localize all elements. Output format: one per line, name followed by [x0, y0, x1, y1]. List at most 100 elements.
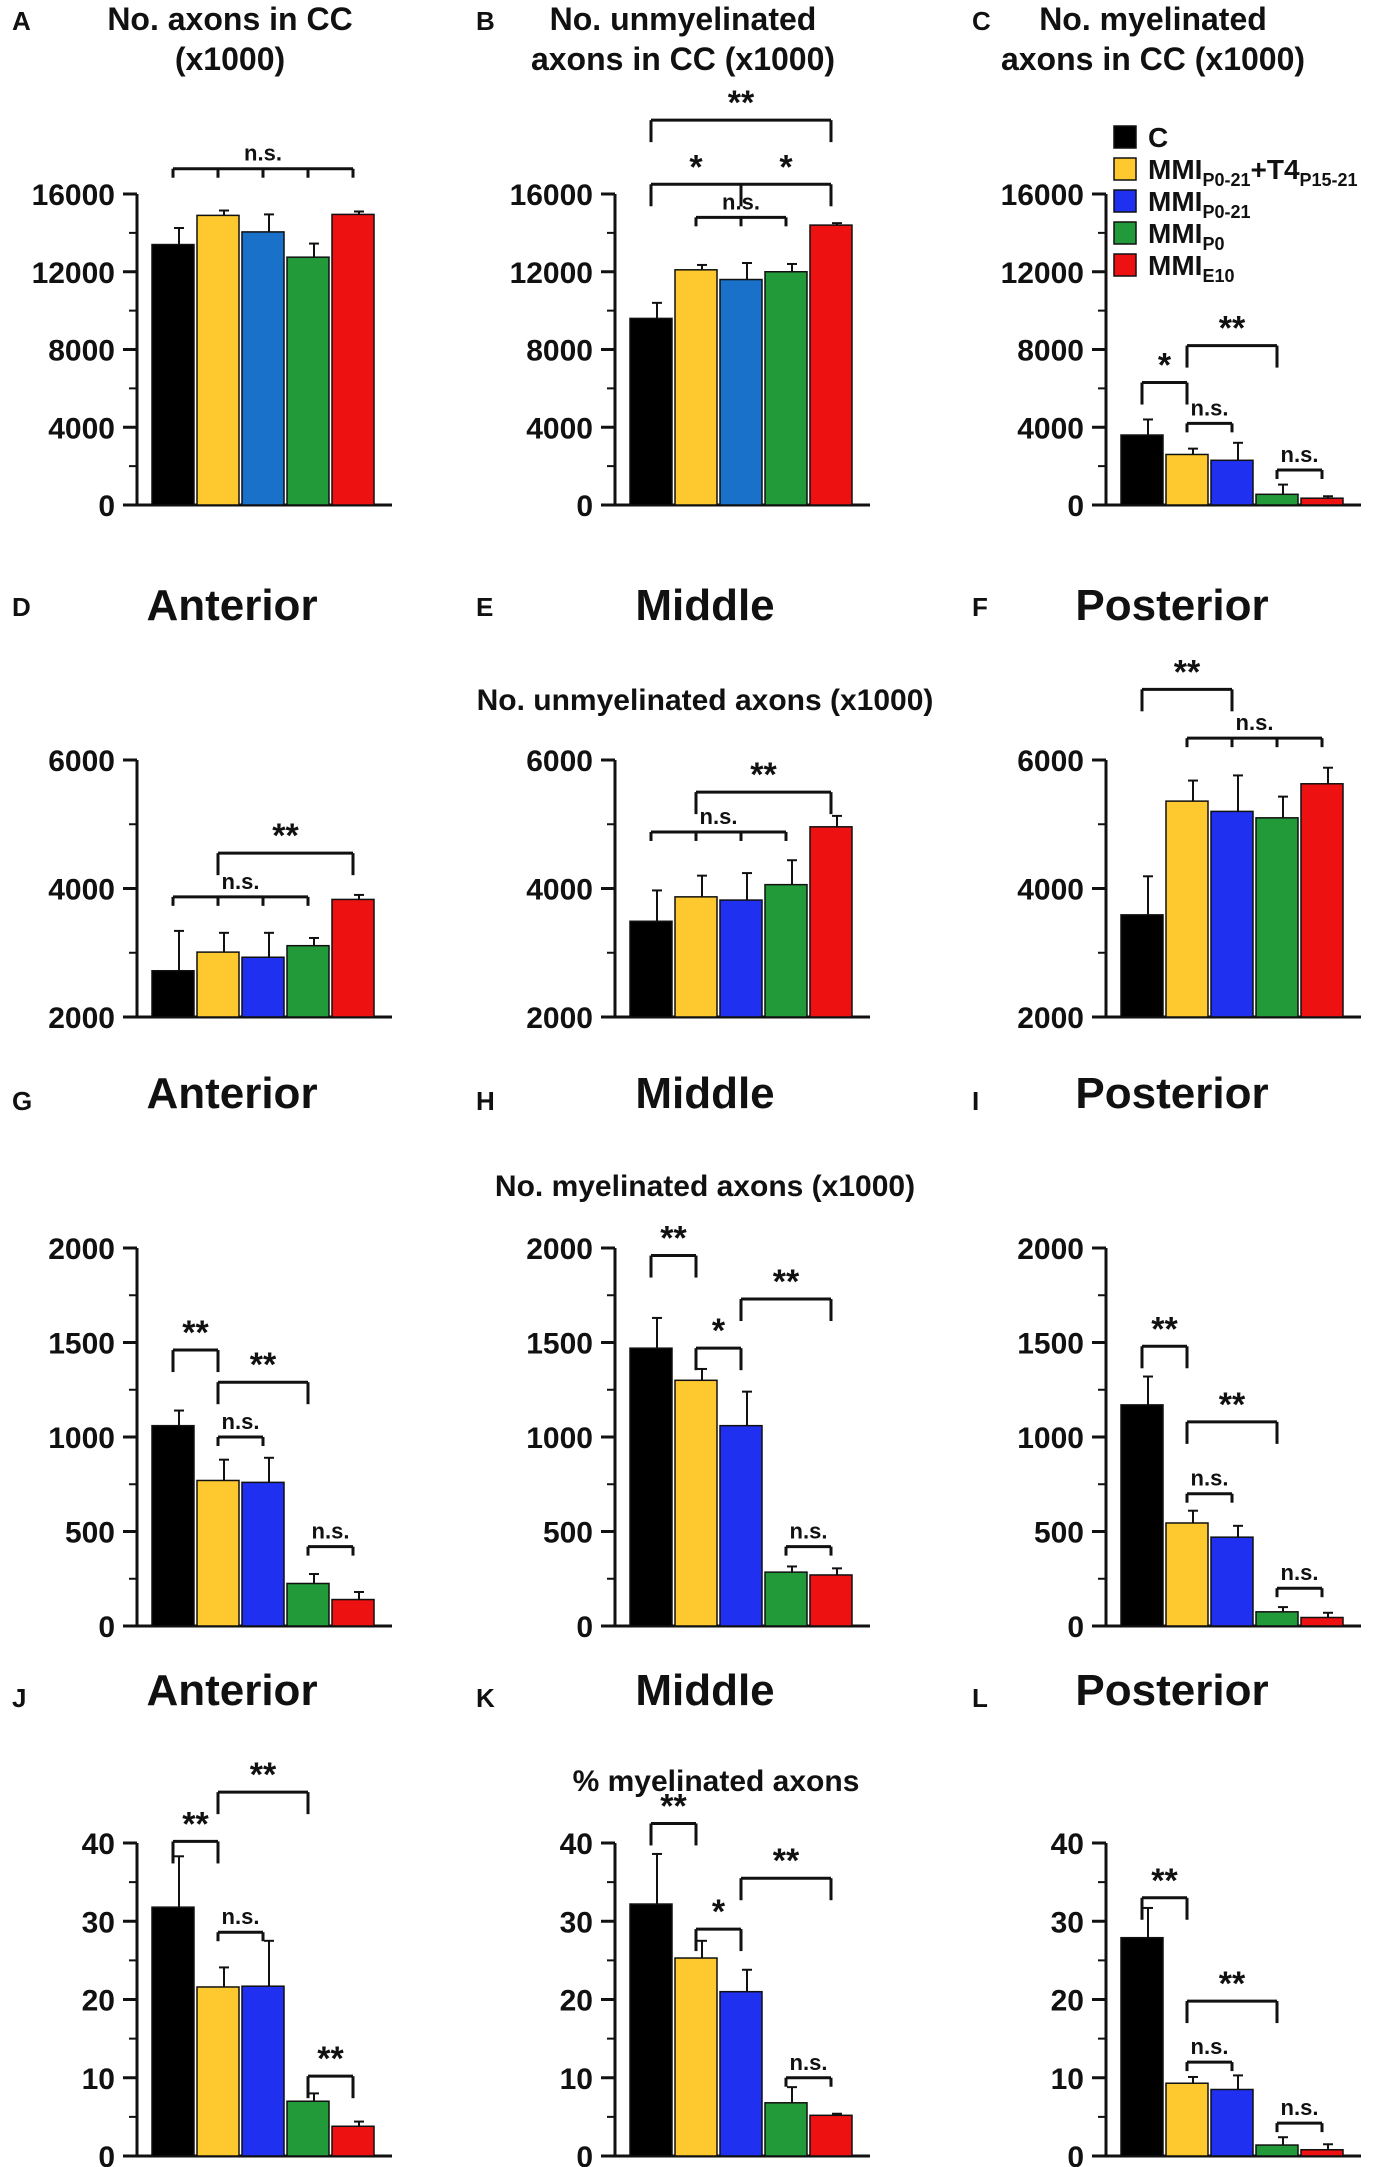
- bar-MMIP0-21+T4P15-21: [674, 269, 718, 506]
- panel-title: Middle: [635, 581, 774, 630]
- significance-label: **: [250, 1756, 277, 1794]
- bar-MMIP0-21: [719, 1990, 763, 2157]
- significance-label: n.s.: [222, 1409, 260, 1434]
- panel-D: D Anterior 2000 4000 6000 ** n.s.: [12, 581, 392, 1035]
- bar-MMIP0-21: [1210, 810, 1254, 1018]
- legend-label-part: +T4: [1250, 154, 1299, 185]
- y-tick-label: 20: [82, 1985, 115, 2018]
- panel-title: No. axons in CC: [107, 1, 352, 37]
- bar-C: [151, 1906, 195, 2157]
- panel-C: C No. myelinated axons in CC (x1000) 0 4000 8…: [972, 1, 1361, 523]
- legend-label-part: MMI: [1148, 250, 1202, 281]
- bar-MMIP0: [764, 883, 808, 1018]
- significance-label: **: [1219, 1386, 1246, 1424]
- significance-label: n.s.: [790, 1519, 828, 1544]
- significance-label: n.s.: [312, 1519, 350, 1544]
- y-tick-label: 6000: [48, 745, 115, 778]
- y-tick-label: 4000: [526, 874, 593, 907]
- y-tick-label: 4000: [48, 412, 115, 445]
- panel-A: A No. axons in CC (x1000) 0 4000 8000 12000 160…: [12, 1, 392, 523]
- bar-MMIP0: [764, 1571, 808, 1627]
- bar-C: [629, 920, 673, 1018]
- legend-label-part: MMI: [1148, 154, 1202, 185]
- bar-MMIP0: [764, 2102, 808, 2157]
- y-tick-label: 10: [1051, 2063, 1084, 2096]
- significance-label: **: [250, 1346, 277, 1384]
- legend-swatch-MMI_P0-21+T4: [1113, 157, 1137, 181]
- significance-label: *: [712, 1312, 726, 1350]
- significance-label: *: [1158, 347, 1172, 385]
- panel-letter: I: [972, 1086, 979, 1116]
- panel-title: No. unmyelinated: [550, 1, 817, 37]
- y-tick-label: 2000: [48, 1002, 115, 1035]
- significance-label: **: [1174, 653, 1201, 691]
- panel-letter: E: [476, 592, 493, 622]
- y-tick-label: 20: [1051, 1985, 1084, 2018]
- panel-E: E Middle 2000 4000 6000 ** n.s.: [476, 581, 870, 1035]
- bar-MMIP0-21: [1210, 459, 1254, 506]
- y-tick-label: 4000: [1017, 412, 1084, 445]
- bar-MMIP0-21: [1210, 2088, 1254, 2157]
- bar-MMIP0-21: [719, 1424, 763, 1627]
- bar-MMIE10: [1300, 497, 1344, 506]
- legend-label: MMIP0: [1148, 218, 1224, 254]
- panel-L: L Posterior 0 10 20 30 40 ** ** n.s. n.s.: [972, 1666, 1361, 2167]
- y-tick-label: 1500: [1017, 1328, 1084, 1361]
- panel-letter: B: [476, 6, 495, 36]
- bar-C: [629, 317, 673, 506]
- panel-letter: G: [12, 1086, 32, 1116]
- y-tick-label: 1500: [526, 1328, 593, 1361]
- legend-swatch-C: [1113, 125, 1137, 149]
- y-tick-label: 8000: [526, 335, 593, 368]
- significance-label: **: [660, 1787, 687, 1825]
- y-tick-label: 12000: [510, 257, 593, 290]
- y-tick-label: 1500: [48, 1328, 115, 1361]
- y-tick-label: 16000: [32, 179, 115, 212]
- bar-MMIP0-21+T4P15-21: [1165, 2082, 1209, 2157]
- bar-C: [629, 1347, 673, 1627]
- bar-MMIP0: [286, 2100, 330, 2157]
- significance-label: **: [272, 817, 299, 855]
- legend-label-part: MMI: [1148, 218, 1202, 249]
- bar-C: [1120, 1404, 1164, 1627]
- legend-swatch-MMI_P0: [1113, 221, 1137, 245]
- bar-MMIP0-21+T4P15-21: [674, 896, 718, 1018]
- significance-label: **: [773, 1842, 800, 1880]
- y-tick-label: 30: [1051, 1906, 1084, 1939]
- bar-MMIP0: [286, 1582, 330, 1627]
- bar-MMIE10: [809, 826, 853, 1018]
- legend-label-part: MMI: [1148, 186, 1202, 217]
- significance-label: **: [773, 1263, 800, 1301]
- y-tick-label: 10: [560, 2063, 593, 2096]
- y-tick-label: 30: [560, 1906, 593, 1939]
- significance-label: **: [1151, 1862, 1178, 1900]
- bar-MMIP0-21+T4P15-21: [674, 1379, 718, 1627]
- bar-MMIP0-21: [241, 1481, 285, 1627]
- significance-label: n.s.: [790, 2050, 828, 2075]
- legend-label-subscript: P15-21: [1300, 170, 1358, 190]
- bar-MMIE10: [331, 2125, 375, 2157]
- panel-title: Middle: [635, 1069, 774, 1118]
- panel-letter: K: [476, 1683, 495, 1713]
- significance-label: n.s.: [222, 869, 260, 894]
- y-tick-label: 40: [560, 1828, 593, 1861]
- panel-letter: D: [12, 592, 31, 622]
- panel-J: J Anterior 0 10 20 30 40 ** ** n.s. **: [12, 1666, 392, 2167]
- y-tick-label: 0: [1067, 490, 1084, 523]
- panel-G: G Anterior 0 500 1000 1500 2000 ** ** n.s. n.s.: [12, 1069, 392, 1644]
- panel-B: B No. unmyelinated axons in CC (x1000) 0 400…: [476, 1, 870, 523]
- bar-C: [1120, 434, 1164, 506]
- panel-title: Middle: [635, 1666, 774, 1715]
- legend-swatch-MMI_P0-21: [1113, 189, 1137, 213]
- y-tick-label: 2000: [1017, 1002, 1084, 1035]
- row-label: % myelinated axons: [573, 1765, 860, 1798]
- bar-MMIP0-21: [241, 231, 285, 506]
- y-tick-label: 30: [82, 1906, 115, 1939]
- significance-label: n.s.: [1236, 710, 1274, 735]
- y-tick-label: 1000: [48, 1422, 115, 1455]
- panel-letter: J: [12, 1683, 26, 1713]
- bar-MMIE10: [331, 1598, 375, 1627]
- y-tick-label: 0: [98, 2141, 115, 2167]
- significance-label: n.s.: [222, 1904, 260, 1929]
